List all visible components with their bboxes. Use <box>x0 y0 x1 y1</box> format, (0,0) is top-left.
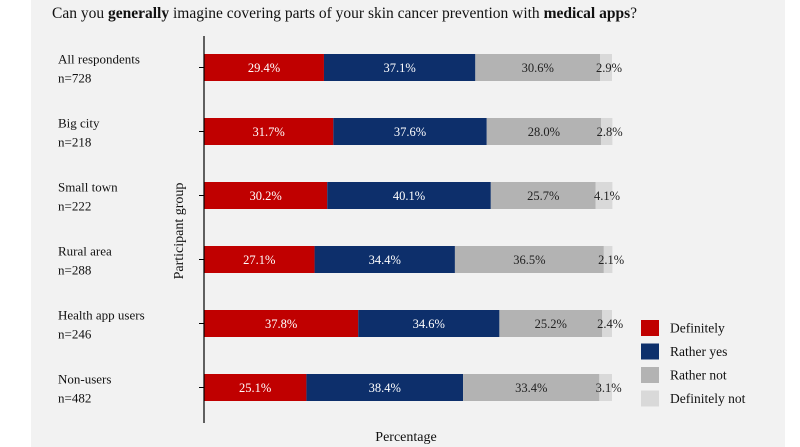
legend-swatch-rather-yes <box>641 343 659 360</box>
data-label-rather-not: 33.4% <box>515 381 547 395</box>
bar-segment-definitely <box>204 310 359 337</box>
data-label-definitely-not: 2.8% <box>597 125 623 139</box>
data-label-definitely-not: 2.4% <box>597 317 623 331</box>
bar-segment-definitely <box>204 118 334 145</box>
category-label: Non-users <box>58 372 111 387</box>
bar-segment-rather-yes <box>306 374 464 401</box>
bars-group: 29.4% 37.1% 30.6% 2.9% 31.7% 37.6% 28.0% 2.8% 30… <box>204 54 624 401</box>
category-n-label: n=728 <box>58 71 91 86</box>
data-label-rather-not: 30.6% <box>522 61 554 75</box>
data-label-rather-not: 25.2% <box>535 317 567 331</box>
data-label-rather-yes: 37.1% <box>383 61 415 75</box>
title-suffix: ? <box>630 5 638 22</box>
legend-label-rather-not: Rather not <box>670 368 727 383</box>
data-label-rather-yes: 40.1% <box>393 189 425 203</box>
bar-segment-definitely-not <box>602 310 612 337</box>
bar-segment-definitely-not <box>600 54 612 81</box>
category-n-label: n=288 <box>58 263 91 278</box>
data-label-definitely-not: 2.9% <box>596 61 622 75</box>
data-label-definitely: 31.7% <box>253 125 285 139</box>
bar-segment-rather-not <box>475 54 601 81</box>
data-label-definitely: 29.4% <box>248 61 280 75</box>
bar-segment-definitely <box>204 54 324 81</box>
bar-segment-rather-yes <box>358 310 500 337</box>
data-label-rather-yes: 34.6% <box>413 317 445 331</box>
data-label-definitely-not: 4.1% <box>594 189 620 203</box>
bar-segment-definitely <box>204 374 307 401</box>
legend-label-rather-yes: Rather yes <box>670 344 727 359</box>
bar-segment-rather-yes <box>314 246 455 273</box>
bar-segment-definitely-not <box>603 246 613 273</box>
legend-label-definitely-not: Definitely not <box>670 391 746 406</box>
legend: Definitely Rather yes Rather not Definitely… <box>641 320 746 407</box>
category-label: All respondents <box>58 52 140 67</box>
category-n-label: n=246 <box>58 327 92 342</box>
x-axis-title: Percentage <box>375 430 436 445</box>
bar-segment-rather-not <box>490 182 596 209</box>
bar-segment-rather-not <box>486 118 601 145</box>
category-label: Small town <box>58 180 118 195</box>
category-labels: All respondents n=728 Big city n=218 Small t… <box>58 52 145 406</box>
bar-segment-definitely-not <box>600 118 613 145</box>
bar-segment-definitely <box>204 246 315 273</box>
category-label: Big city <box>58 116 100 131</box>
title-middle: imagine covering parts of your skin canc… <box>169 5 544 22</box>
data-label-definitely: 30.2% <box>249 189 281 203</box>
category-label: Health app users <box>58 308 145 323</box>
bar-segment-definitely <box>204 182 328 209</box>
bar-segment-rather-not <box>463 374 600 401</box>
legend-swatch-definitely <box>641 320 659 336</box>
data-label-definitely: 25.1% <box>239 381 271 395</box>
bar-segment-rather-not <box>499 310 603 337</box>
legend-swatch-rather-not <box>641 367 659 383</box>
title-prefix: Can you <box>52 5 108 22</box>
category-n-label: n=222 <box>58 199 91 214</box>
data-label-rather-yes: 34.4% <box>369 253 401 267</box>
category-n-label: n=482 <box>58 391 91 406</box>
data-label-definitely: 27.1% <box>243 253 275 267</box>
legend-swatch-definitely-not <box>641 390 659 407</box>
category-label: Rural area <box>58 244 112 259</box>
chart-title: Can you generally imagine covering parts… <box>52 5 637 23</box>
bar-segment-definitely-not <box>599 374 612 401</box>
data-label-rather-yes: 37.6% <box>394 125 426 139</box>
bar-segment-rather-yes <box>327 182 491 209</box>
y-axis-title: Participant group <box>172 183 187 280</box>
data-label-definitely: 37.8% <box>265 317 297 331</box>
bar-segment-rather-yes <box>333 118 487 145</box>
data-label-definitely-not: 3.1% <box>596 381 622 395</box>
data-label-rather-not: 28.0% <box>528 125 560 139</box>
bar-segment-rather-not <box>454 246 604 273</box>
bar-segment-definitely-not <box>595 182 613 209</box>
data-label-rather-not: 36.5% <box>513 253 545 267</box>
title-bold-generally: generally <box>107 5 170 22</box>
y-axis-ticks <box>199 67 204 388</box>
data-label-rather-yes: 38.4% <box>369 381 401 395</box>
bar-segment-rather-yes <box>323 54 476 81</box>
data-label-rather-not: 25.7% <box>527 189 559 203</box>
category-n-label: n=218 <box>58 135 91 150</box>
data-label-definitely-not: 2.1% <box>598 253 624 267</box>
legend-label-definitely: Definitely <box>670 321 725 336</box>
title-bold-medical-apps: medical apps <box>543 5 631 22</box>
